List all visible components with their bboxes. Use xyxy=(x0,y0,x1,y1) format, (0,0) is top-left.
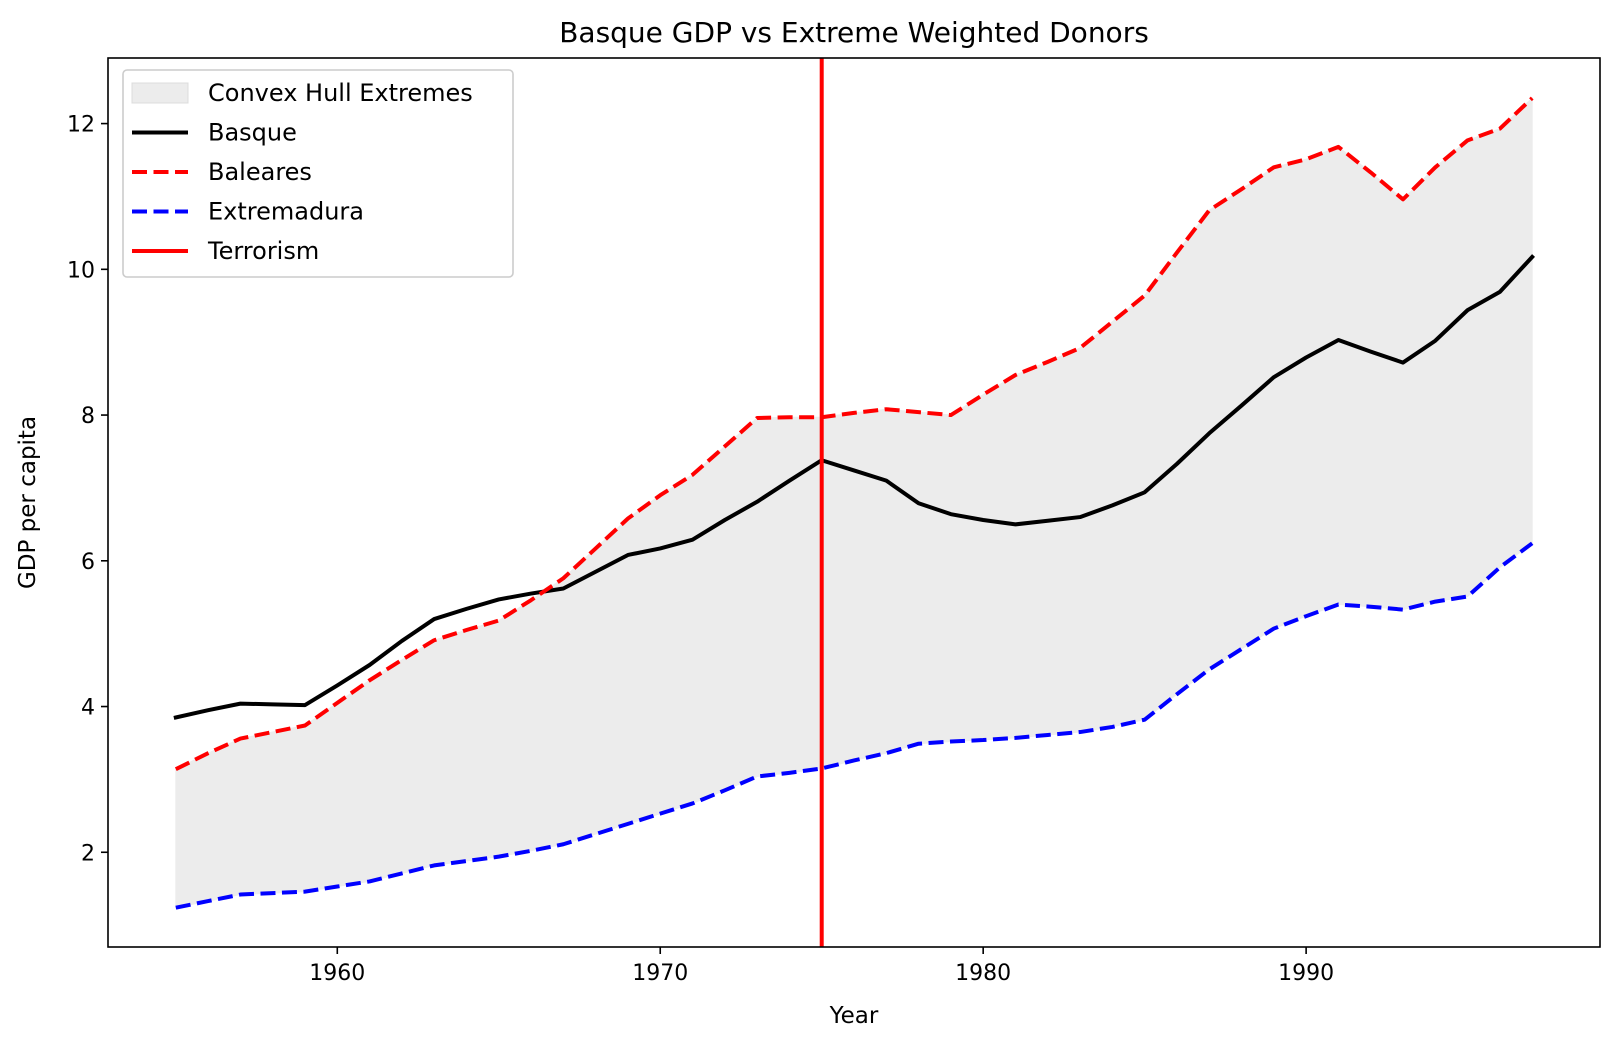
y-axis-label: GDP per capita xyxy=(15,416,41,589)
series-line-extremadura xyxy=(175,541,1534,910)
legend-label-terrorism: Terrorism xyxy=(207,237,319,265)
y-tick-label: 6 xyxy=(81,550,95,575)
x-axis-label: Year xyxy=(829,1003,879,1029)
x-tick-label: 1970 xyxy=(632,961,688,986)
legend-box xyxy=(122,69,514,278)
legend: Convex Hull Extremes Basque Baleares Extrem… xyxy=(122,69,514,278)
legend-swatch-convex-hull-extremes xyxy=(131,82,189,104)
x-tick-label: 1960 xyxy=(309,961,365,986)
y-tick-label: 8 xyxy=(81,404,95,429)
x-axis-ticks: 1960 1970 1980 1990 xyxy=(309,947,1334,986)
series-line-basque xyxy=(173,254,1536,720)
y-tick-label: 4 xyxy=(81,696,95,721)
legend-label-basque: Basque xyxy=(208,119,297,147)
series-line-baleares xyxy=(174,96,1534,771)
x-tick-label: 1990 xyxy=(1278,961,1334,986)
legend-label-convex-hull-extremes: Convex Hull Extremes xyxy=(208,79,473,107)
y-tick-label: 10 xyxy=(67,258,95,283)
chart-title: Basque GDP vs Extreme Weighted Donors xyxy=(559,16,1149,49)
legend-label-extremadura: Extremadura xyxy=(208,198,364,226)
y-tick-label: 2 xyxy=(81,841,95,866)
legend-label-baleares: Baleares xyxy=(208,158,312,186)
y-axis-ticks: 2 4 6 8 10 12 xyxy=(67,113,108,866)
x-tick-label: 1980 xyxy=(955,961,1011,986)
plot-frame xyxy=(107,57,1601,948)
y-tick-label: 12 xyxy=(67,113,95,138)
